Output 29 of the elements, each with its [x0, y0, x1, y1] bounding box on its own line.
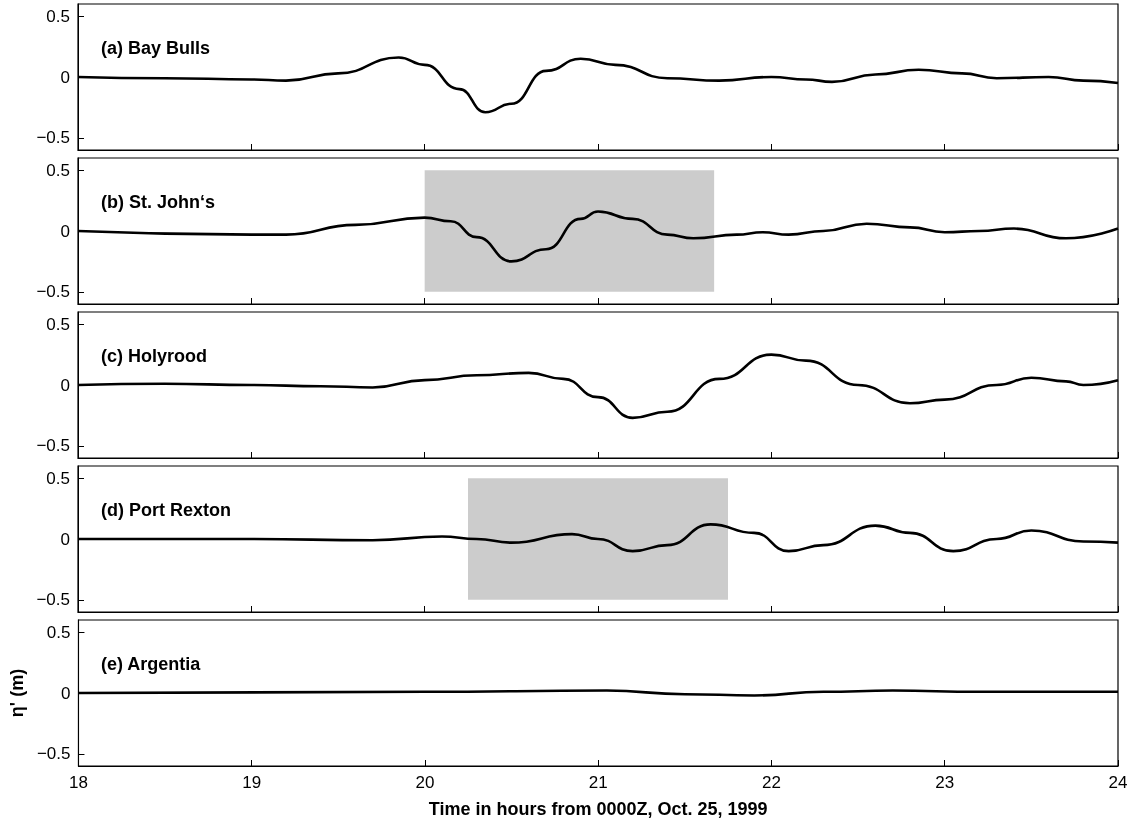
- x-tick-label: 23: [935, 773, 955, 792]
- text: (b) St. John‘s: [101, 192, 215, 212]
- y-tick-label: 0.5: [46, 468, 70, 488]
- text: (a) Bay Bulls: [101, 38, 211, 58]
- x-tick-label: 22: [762, 773, 781, 792]
- y-tick-label: 0: [60, 683, 71, 703]
- x-tick-label: 19: [242, 773, 262, 792]
- y-tick-label: −0.5: [36, 744, 71, 764]
- x-tick-label: 20: [415, 773, 435, 792]
- y-tick-label: 0: [60, 375, 70, 395]
- text: (c) Holyrood: [101, 346, 207, 366]
- y-axis-title: η' (m): [7, 668, 27, 718]
- y-tick-label: −0.5: [36, 128, 70, 148]
- x-tick-label: 24: [1108, 773, 1128, 792]
- y-tick-label: 0.5: [46, 160, 70, 180]
- y-tick-label: 0: [60, 67, 70, 87]
- x-tick-label: 21: [588, 773, 608, 792]
- y-tick-label: −0.5: [36, 590, 70, 610]
- x-axis-title: Time in hours from 0000Z, Oct. 25, 1999: [428, 799, 768, 819]
- y-tick-label: 0: [60, 529, 70, 549]
- y-tick-label: −0.5: [36, 436, 70, 456]
- text: (e) Argentia: [101, 654, 202, 674]
- y-tick-label: 0.5: [46, 622, 71, 642]
- y-tick-label: 0.5: [46, 314, 70, 334]
- y-tick-label: −0.5: [36, 282, 70, 302]
- y-tick-label: 0.5: [46, 6, 70, 26]
- x-tick-label: 18: [69, 773, 88, 792]
- text: (d) Port Rexton: [101, 500, 231, 520]
- y-tick-label: 0: [60, 221, 70, 241]
